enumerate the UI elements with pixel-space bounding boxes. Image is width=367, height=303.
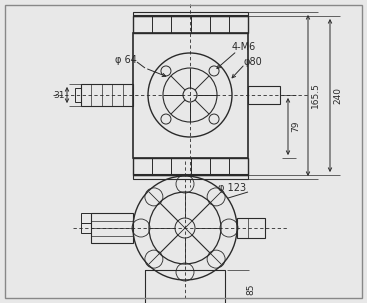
Text: φ 123: φ 123 <box>218 183 246 193</box>
Text: 31: 31 <box>54 91 65 99</box>
Bar <box>133 12 248 16</box>
Text: φ 64: φ 64 <box>115 55 137 65</box>
Text: 165.5: 165.5 <box>311 82 320 108</box>
Bar <box>133 33 248 158</box>
Bar <box>133 158 248 175</box>
Text: 79: 79 <box>291 121 300 132</box>
Bar <box>81 213 91 223</box>
Bar <box>81 223 91 233</box>
Bar <box>81 84 133 106</box>
Bar <box>133 175 248 179</box>
Text: φ80: φ80 <box>243 57 262 67</box>
Bar <box>91 213 133 243</box>
Text: 4-M6: 4-M6 <box>232 42 256 52</box>
Bar <box>75 88 81 102</box>
Text: 240: 240 <box>333 87 342 104</box>
Bar <box>248 86 280 104</box>
Bar <box>145 270 225 303</box>
Bar <box>133 16 248 33</box>
Text: 85: 85 <box>246 283 255 295</box>
Bar <box>237 218 265 238</box>
